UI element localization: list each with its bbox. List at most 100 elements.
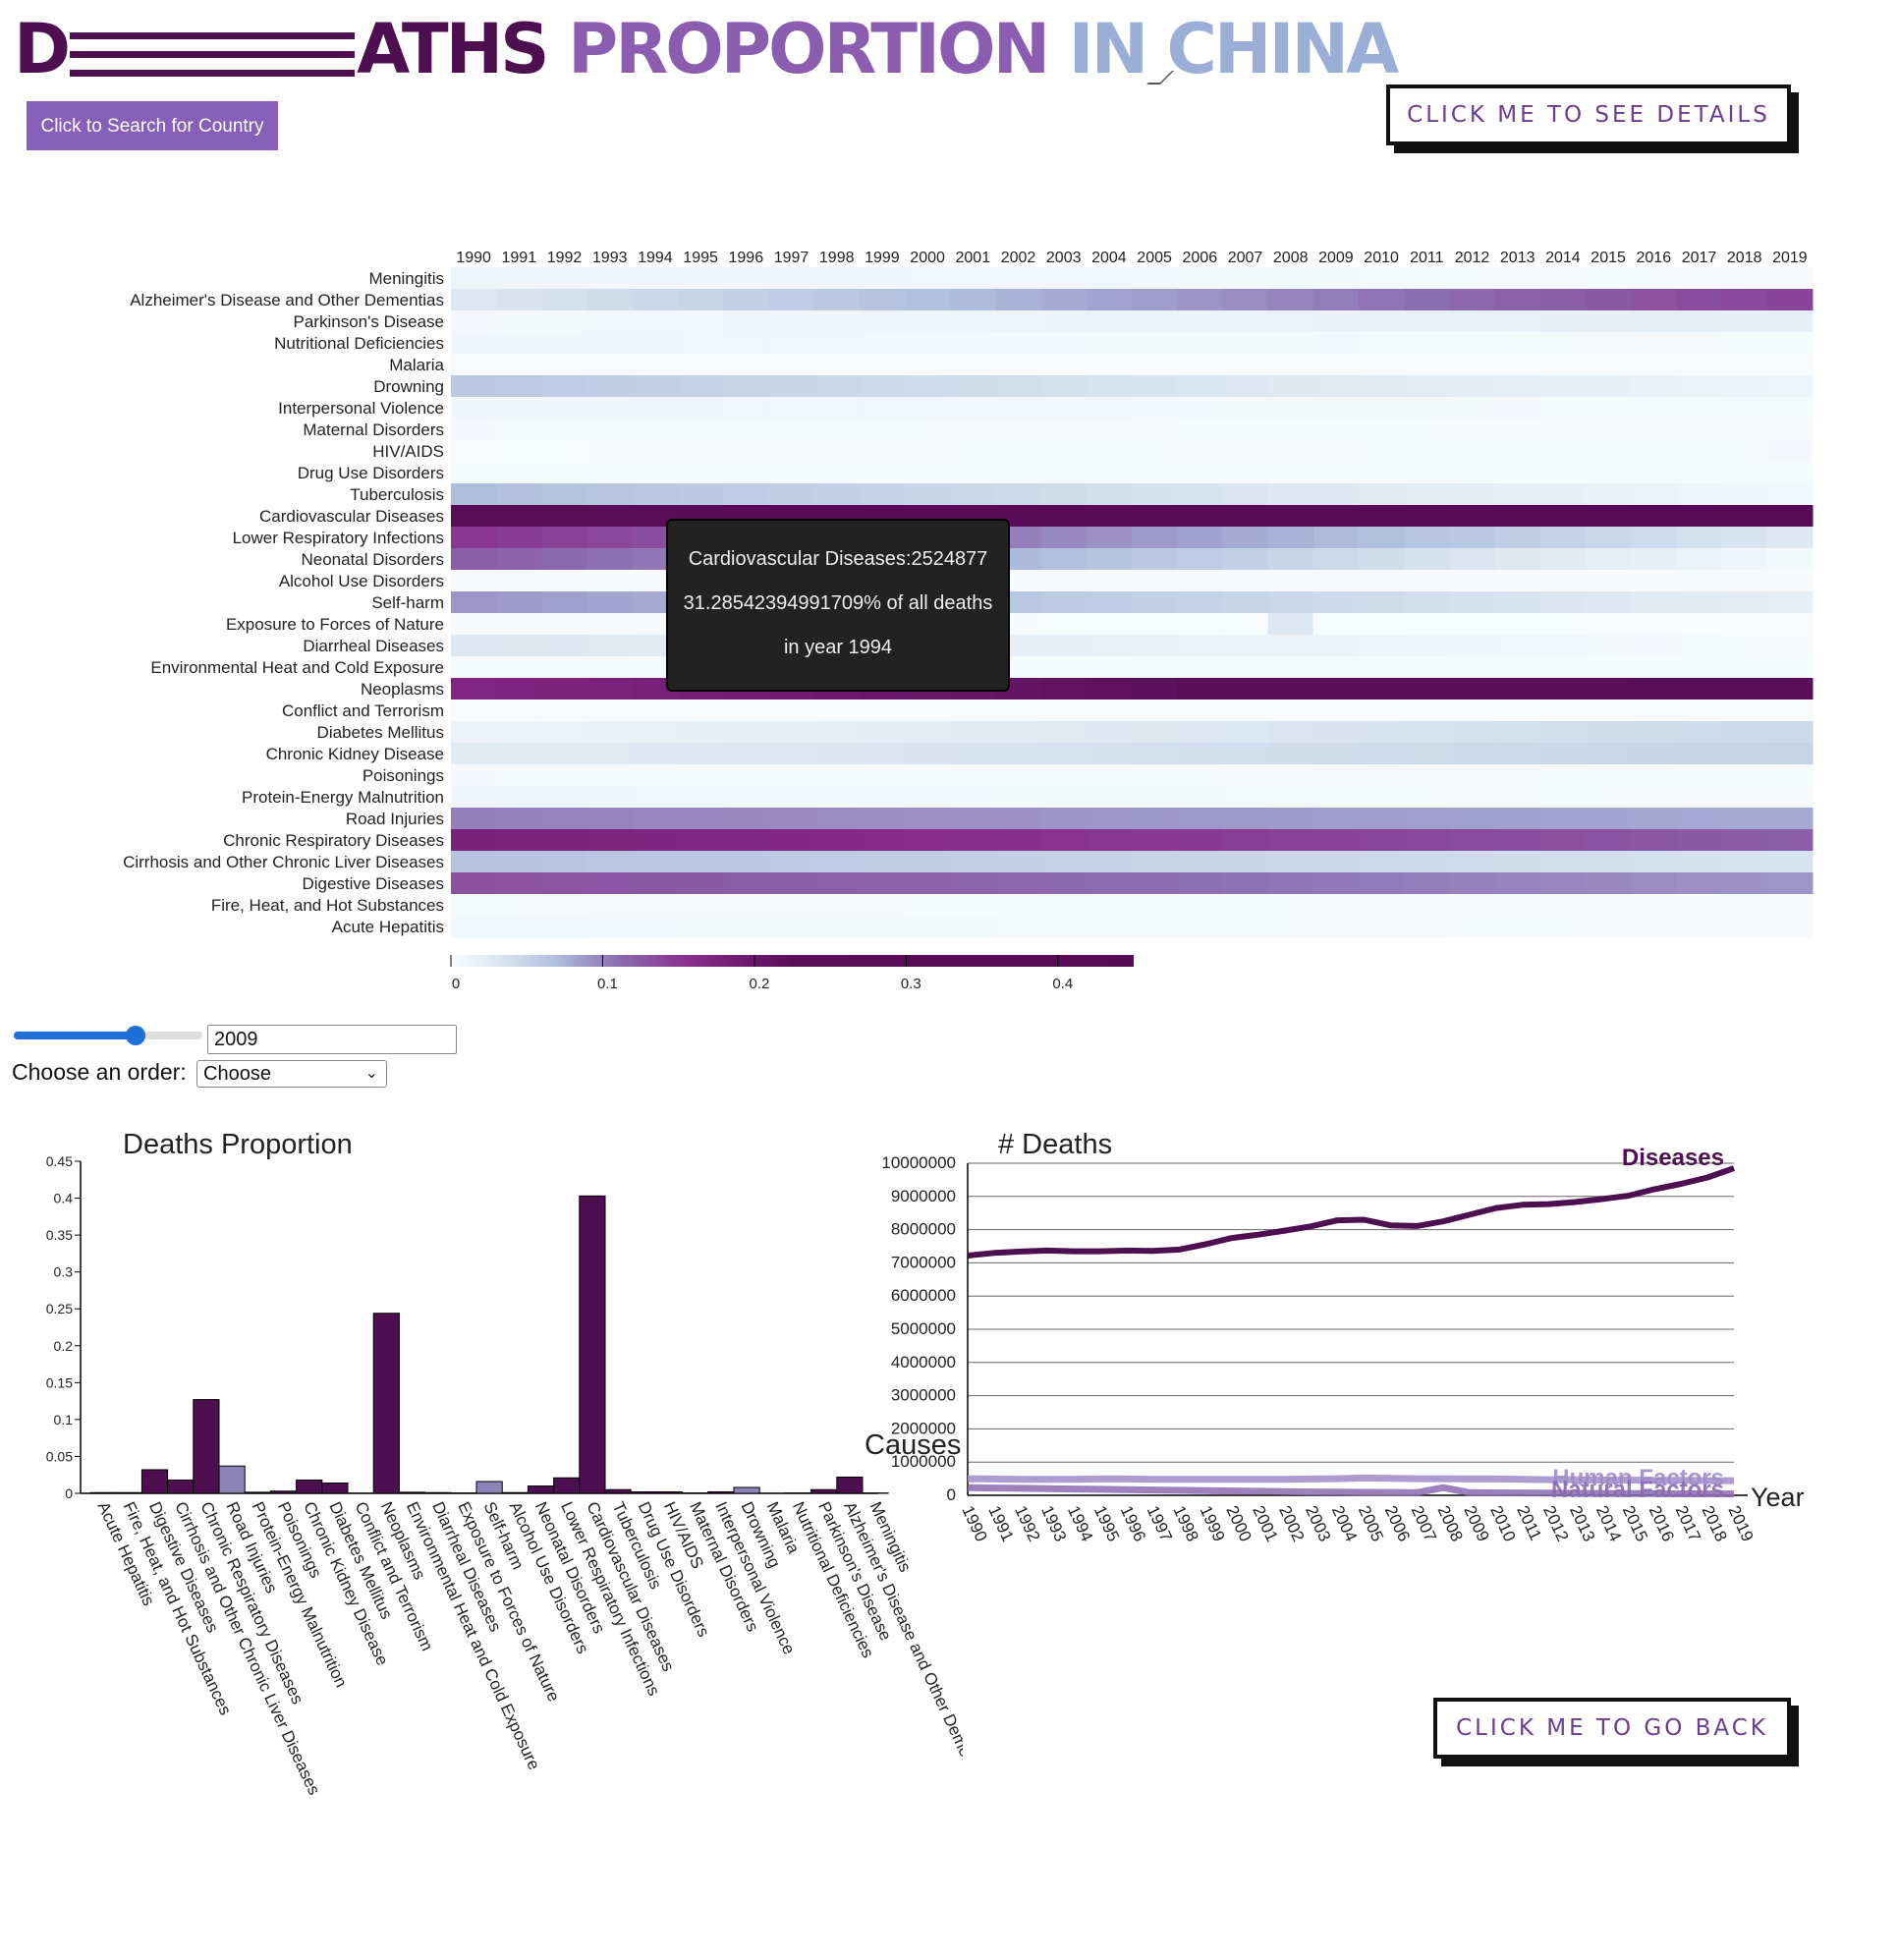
heatmap-cell xyxy=(1312,916,1360,938)
heatmap-cell xyxy=(1222,462,1269,484)
heatmap-cell xyxy=(451,829,497,852)
heatmap-cell xyxy=(1312,829,1360,852)
heatmap-cell xyxy=(1086,354,1133,376)
heatmap-cell xyxy=(1676,764,1723,787)
heatmap-cell xyxy=(1404,764,1450,787)
heatmap-row-label: Neoplasms xyxy=(361,680,444,699)
heatmap-cell xyxy=(1494,332,1541,355)
heatmap-cell xyxy=(1494,462,1541,484)
heatmap-cell xyxy=(1631,635,1677,657)
heatmap-cell xyxy=(1359,483,1405,506)
heatmap-cell xyxy=(813,462,861,484)
heatmap-cell xyxy=(995,916,1042,938)
heatmap-cell xyxy=(496,419,542,441)
heatmap-cell xyxy=(1132,786,1178,809)
heatmap-cell xyxy=(496,483,542,506)
heatmap-cell xyxy=(723,397,769,420)
heatmap-cell xyxy=(1267,721,1314,744)
heatmap-cell xyxy=(1312,894,1360,917)
heatmap-cell xyxy=(995,419,1042,441)
year-slider[interactable] xyxy=(14,1026,204,1045)
heatmap-cell xyxy=(632,440,679,463)
y-tick-label: 3000000 xyxy=(891,1386,956,1405)
heatmap-cell xyxy=(1676,397,1723,420)
heatmap-year-label: 1997 xyxy=(774,250,809,266)
heatmap-cell xyxy=(1359,332,1405,355)
heatmap-cell xyxy=(1586,548,1632,571)
heatmap-cell xyxy=(1359,635,1405,657)
legend-tick-label: 0.4 xyxy=(1052,976,1073,992)
heatmap-cell xyxy=(905,764,951,787)
heatmap-cell xyxy=(1676,440,1723,463)
heatmap-cell xyxy=(1312,678,1360,700)
heatmap-cell xyxy=(1267,851,1314,873)
heatmap-tooltip: Cardiovascular Diseases:2524877 31.28542… xyxy=(666,519,1010,692)
heatmap-cell xyxy=(1404,829,1450,852)
year-input[interactable]: 2009 xyxy=(207,1025,457,1054)
heatmap-cell xyxy=(950,419,996,441)
heatmap-cell xyxy=(1359,570,1405,592)
heatmap-cell xyxy=(1676,591,1723,614)
heatmap-year-label: 2015 xyxy=(1591,250,1626,266)
heatmap-cell xyxy=(1086,916,1133,938)
heatmap-cell xyxy=(1721,354,1768,376)
heatmap-cell xyxy=(1539,894,1587,917)
see-details-button[interactable]: CLICK ME TO SEE DETAILS xyxy=(1386,84,1791,145)
search-country-button[interactable]: Click to Search for Country xyxy=(27,101,278,150)
heatmap-cell xyxy=(1586,829,1632,852)
heatmap-cell xyxy=(1494,872,1541,895)
heatmap-cell xyxy=(1539,527,1587,549)
heatmap-cell xyxy=(678,289,724,311)
heatmap-cell xyxy=(1766,613,1814,636)
heatmap-cell xyxy=(1359,786,1405,809)
heatmap-cell xyxy=(1539,656,1587,679)
heatmap-cell xyxy=(1040,591,1088,614)
heatmap-cell xyxy=(1721,440,1768,463)
heatmap-cell xyxy=(1086,678,1133,700)
heatmap-cell xyxy=(496,916,542,938)
go-back-button[interactable]: CLICK ME TO GO BACK xyxy=(1433,1698,1791,1759)
heatmap-cell xyxy=(1267,700,1314,722)
heatmap-cell xyxy=(586,700,634,722)
heatmap-cell xyxy=(1040,570,1088,592)
heatmap-cell xyxy=(1177,894,1223,917)
heatmap-cell xyxy=(1359,310,1405,333)
slider-thumb[interactable] xyxy=(126,1026,145,1045)
heatmap-cell xyxy=(1494,310,1541,333)
heatmap-cell xyxy=(950,808,996,830)
heatmap-cell xyxy=(1040,267,1088,290)
heatmap-cell xyxy=(1539,700,1587,722)
heatmap-cell xyxy=(632,786,679,809)
order-select[interactable]: Choose ⌄ xyxy=(196,1060,387,1088)
heatmap-cell xyxy=(1359,656,1405,679)
heatmap-cell xyxy=(1766,267,1814,290)
heatmap-cell xyxy=(723,462,769,484)
heatmap-cell xyxy=(678,894,724,917)
bar xyxy=(167,1479,195,1494)
heatmap-cell xyxy=(1132,851,1178,873)
heatmap-cell xyxy=(1404,397,1450,420)
heatmap-row-label: Alcohol Use Disorders xyxy=(279,572,444,590)
y-tick-label: 0.05 xyxy=(46,1448,73,1464)
heatmap-cell xyxy=(1222,764,1269,787)
heatmap-cell xyxy=(1494,894,1541,917)
heatmap-row-label: Poisonings xyxy=(363,766,444,785)
heatmap-cell xyxy=(1040,894,1088,917)
heatmap-cell xyxy=(1766,829,1814,852)
heatmap-cell xyxy=(1631,829,1677,852)
heatmap-row-label: Conflict and Terrorism xyxy=(282,701,444,720)
heatmap-cell xyxy=(496,894,542,917)
heatmap-cell xyxy=(1132,289,1178,311)
heatmap-cell xyxy=(1312,440,1360,463)
heatmap-row-label: Lower Respiratory Infections xyxy=(233,529,444,547)
heatmap-cell xyxy=(1040,851,1088,873)
heatmap-cell xyxy=(1539,375,1587,398)
title-word-proportion: PROPORTION xyxy=(567,9,1050,89)
heatmap-cell xyxy=(678,375,724,398)
heatmap-row-label: Chronic Kidney Disease xyxy=(266,745,444,763)
y-tick-label: 7000000 xyxy=(891,1253,956,1271)
heatmap-cell xyxy=(1267,483,1314,506)
heatmap-cell xyxy=(1086,851,1133,873)
heatmap-cell xyxy=(723,267,769,290)
heatmap-cell xyxy=(496,527,542,549)
